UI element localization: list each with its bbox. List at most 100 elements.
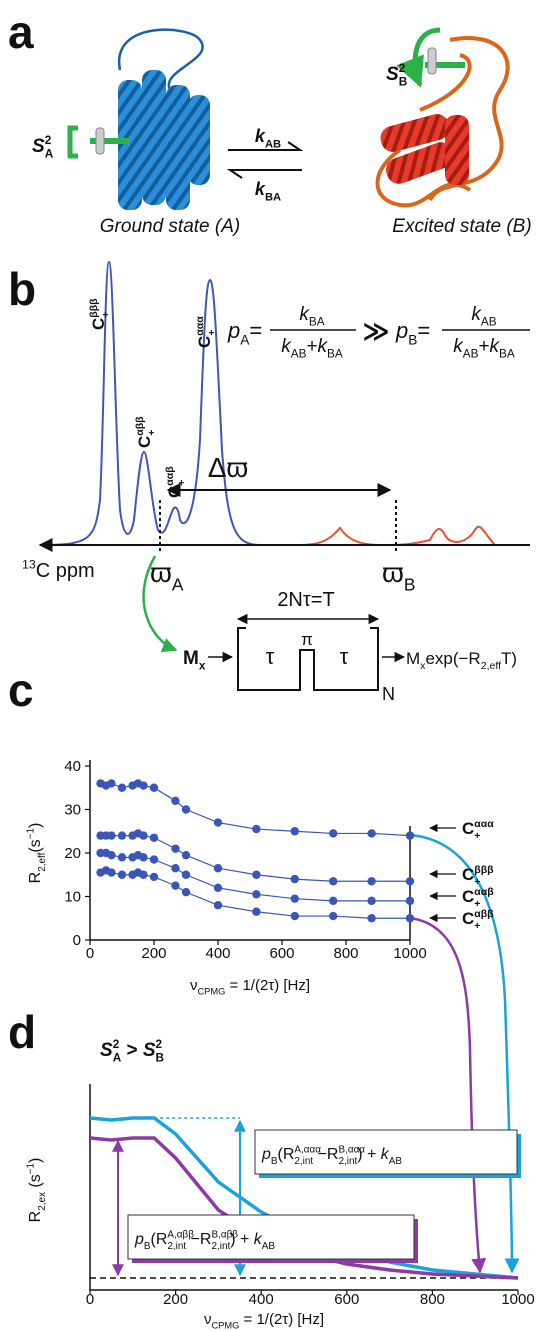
data-point	[213, 901, 223, 910]
population-a: pA=	[227, 318, 262, 348]
series-label: pB(RA,αββ 2,int −RB,αββ 2,int) + kAB	[134, 1229, 275, 1252]
x-axis-label: νCPMG = 1/(2τ) [Hz]	[190, 977, 310, 997]
text-part: M	[183, 648, 199, 669]
text-part: αββ	[474, 908, 494, 920]
data-point	[290, 894, 299, 903]
text-part: k	[490, 336, 501, 357]
y-tick-label: 0	[73, 932, 81, 949]
text-part: C	[89, 318, 108, 330]
text-part: BA	[327, 348, 343, 361]
text-part: T)	[501, 649, 517, 668]
text-part: B,αββ	[211, 1229, 238, 1240]
text-part: AB	[481, 316, 497, 329]
data-point	[139, 781, 148, 790]
text-part: AB	[463, 348, 479, 361]
data-point	[405, 877, 415, 886]
x-tick-label: 200	[141, 945, 166, 962]
text-part: A,αββ	[167, 1229, 194, 1240]
text-part: 2,ex	[37, 1192, 48, 1211]
series-line	[100, 782, 411, 837]
data-point	[181, 870, 191, 879]
text-part: x	[199, 660, 206, 673]
peak-label: Cαββ+	[134, 416, 158, 448]
series-line	[89, 1116, 519, 1280]
text-part: AB	[265, 138, 281, 150]
panel-label: b	[8, 263, 36, 315]
data-point	[181, 850, 191, 860]
text-part: C	[462, 865, 474, 884]
green-arrow	[142, 555, 178, 653]
text-part: ϖ	[150, 557, 172, 588]
data-point	[213, 818, 223, 827]
text-part: B	[399, 76, 408, 89]
data-point	[367, 896, 376, 906]
text-part: CPMG	[197, 987, 225, 997]
x-tick-label: 600	[269, 945, 294, 962]
text-part: C	[165, 486, 184, 498]
text-part: +	[478, 336, 489, 357]
annotation-box	[127, 1214, 415, 1260]
data-point	[213, 864, 223, 873]
state-label: Excited state (B)	[392, 216, 531, 237]
data-point	[329, 829, 338, 838]
rate-ab: kAB	[255, 126, 281, 150]
panel-label: c	[8, 664, 34, 716]
series-label: Cααα +	[462, 818, 494, 842]
x-tick-label: 1000	[501, 1291, 534, 1308]
x-tick-label: 400	[249, 1291, 274, 1308]
y-tick-label: 10	[64, 889, 81, 906]
fraction-numerator: kAB	[471, 304, 496, 329]
text-part: ααβ	[474, 886, 494, 898]
text-part: +	[100, 312, 112, 318]
data-point	[329, 896, 338, 906]
text-part: k	[381, 1146, 390, 1163]
population-b: pB=	[395, 318, 430, 348]
data-point	[171, 796, 180, 805]
text-part: 2	[45, 134, 52, 147]
text-part: >	[121, 1040, 143, 1061]
text-part: 2	[156, 1038, 163, 1051]
data-point	[367, 877, 376, 886]
axis-label: 13C ppm	[22, 558, 95, 582]
x-tick-label: 0	[86, 1291, 94, 1308]
text-part: C	[462, 887, 474, 906]
text-part: −R	[313, 1146, 338, 1163]
data-point	[149, 783, 159, 792]
equilibrium-arrows	[226, 141, 304, 179]
text-part: 2,eff	[481, 660, 501, 672]
rate-ba: kBA	[255, 179, 281, 203]
text-part: +	[176, 480, 188, 486]
text-part: A	[240, 333, 250, 348]
text-part: C	[462, 909, 474, 928]
text-part: k	[255, 179, 266, 199]
data-point	[117, 853, 127, 862]
text-part: (R	[151, 1231, 168, 1248]
text-part: ν	[204, 1311, 212, 1328]
series-label: pB(RA,ααα 2,int −RB,ααα 2,int) + kAB	[261, 1144, 402, 1167]
text-part: −1	[25, 828, 36, 840]
text-part: A	[172, 574, 184, 594]
text-part: βββ	[474, 864, 494, 876]
x-tick-label: 800	[333, 945, 358, 962]
pulse-shape	[240, 649, 376, 691]
text-part: p	[227, 318, 240, 343]
x-tick-label: 0	[86, 945, 94, 962]
data-point	[367, 914, 376, 923]
ground-state-protein	[67, 28, 210, 210]
series-label: Cβββ +	[462, 864, 494, 888]
text-part: C	[135, 436, 154, 448]
series-line	[100, 832, 410, 882]
text-part: = 1/(2τ) [Hz]	[239, 1311, 324, 1328]
data-point	[171, 881, 180, 890]
text-part: BA	[309, 316, 325, 329]
data-point	[139, 870, 148, 879]
state-label: Ground state (A)	[100, 216, 240, 237]
text-part: ν	[190, 977, 198, 994]
text-part: +	[474, 920, 480, 932]
excited-state-protein	[375, 27, 510, 208]
series-line	[100, 852, 410, 902]
text-part: k	[299, 304, 310, 325]
data-point	[107, 831, 116, 840]
pulse: π	[301, 630, 313, 649]
